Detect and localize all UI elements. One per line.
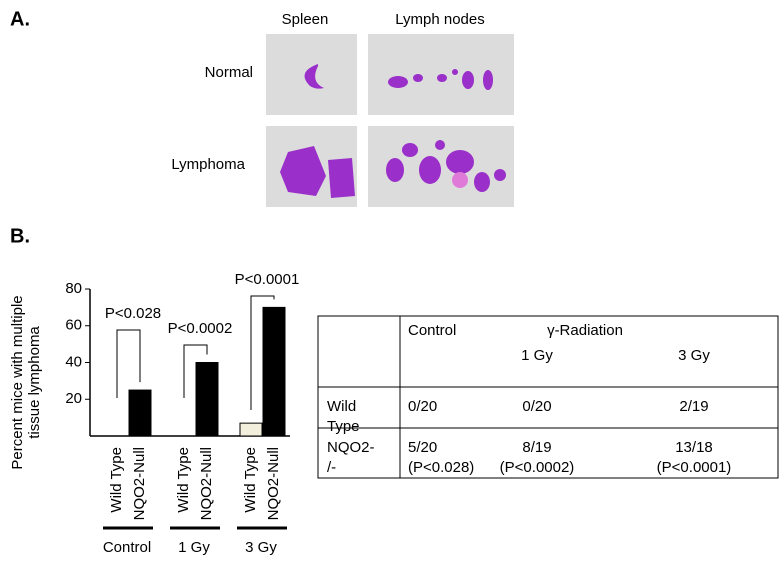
row-label: Lymphoma [171, 156, 245, 173]
table-cell: 5/20 [408, 439, 437, 456]
table-header: 1 Gy [521, 347, 553, 364]
bracket [250, 295, 275, 410]
bracket [116, 329, 141, 398]
y-axis-label: Percent mice with multiple [9, 295, 26, 469]
bracket [183, 344, 208, 398]
annotation: P<0.0001 [235, 271, 300, 288]
table-cell: (P<0.0001) [657, 459, 732, 476]
bar [195, 362, 219, 437]
row-label: Wild [327, 398, 356, 415]
series-label: Wild Type [242, 447, 259, 513]
table-header: γ-Radiation [547, 322, 623, 339]
annotation: P<0.028 [105, 305, 161, 322]
table: Control γ-Radiation 1 Gy 3 Gy Wild Type 0/20 0/… [317, 315, 779, 479]
y-tick-label: 80 [65, 280, 82, 297]
bar [262, 306, 286, 437]
bar [239, 422, 263, 437]
column-label: Lymph nodes [395, 11, 485, 28]
photo [368, 34, 514, 115]
table-cell: 2/19 [679, 398, 708, 415]
bar-chart: 20 40 60 80 Percent mice with multiple tissue… [9, 271, 299, 556]
column-label: Spleen [282, 11, 329, 28]
panel-label: B. [10, 225, 30, 247]
table-cell: 0/20 [408, 398, 437, 415]
photo [368, 126, 514, 207]
x-tick-label: 1 Gy [178, 539, 210, 556]
row-label: NQO2- [327, 439, 375, 456]
table-cell: (P<0.0002) [500, 459, 575, 476]
series-label: NQO2-Null [131, 447, 148, 520]
table-cell: (P<0.028) [408, 459, 474, 476]
row-label: /- [327, 459, 336, 476]
series-label: Wild Type [108, 447, 125, 513]
y-tick-label: 20 [65, 390, 82, 407]
table-header: 3 Gy [678, 347, 710, 364]
panel-label: A. [10, 8, 30, 30]
bar [128, 389, 152, 437]
table-header: Control [408, 322, 456, 339]
y-tick-label: 60 [65, 317, 82, 334]
table-cell: 8/19 [522, 439, 551, 456]
row-label: Normal [205, 64, 253, 81]
table-cell: 0/20 [522, 398, 551, 415]
x-tick-label: Control [103, 539, 151, 556]
series-label: NQO2-Null [198, 447, 215, 520]
x-tick-label: 3 Gy [245, 539, 277, 556]
series-label: NQO2-Null [265, 447, 282, 520]
annotation: P<0.0002 [168, 320, 233, 337]
table-cell: 13/18 [675, 439, 713, 456]
y-axis-label: tissue lymphoma [26, 326, 43, 439]
table-border [317, 315, 779, 479]
series-label: Wild Type [175, 447, 192, 513]
row-label: Type [327, 418, 360, 435]
photo [266, 34, 357, 115]
photo [266, 126, 357, 207]
y-tick-label: 40 [65, 353, 82, 370]
